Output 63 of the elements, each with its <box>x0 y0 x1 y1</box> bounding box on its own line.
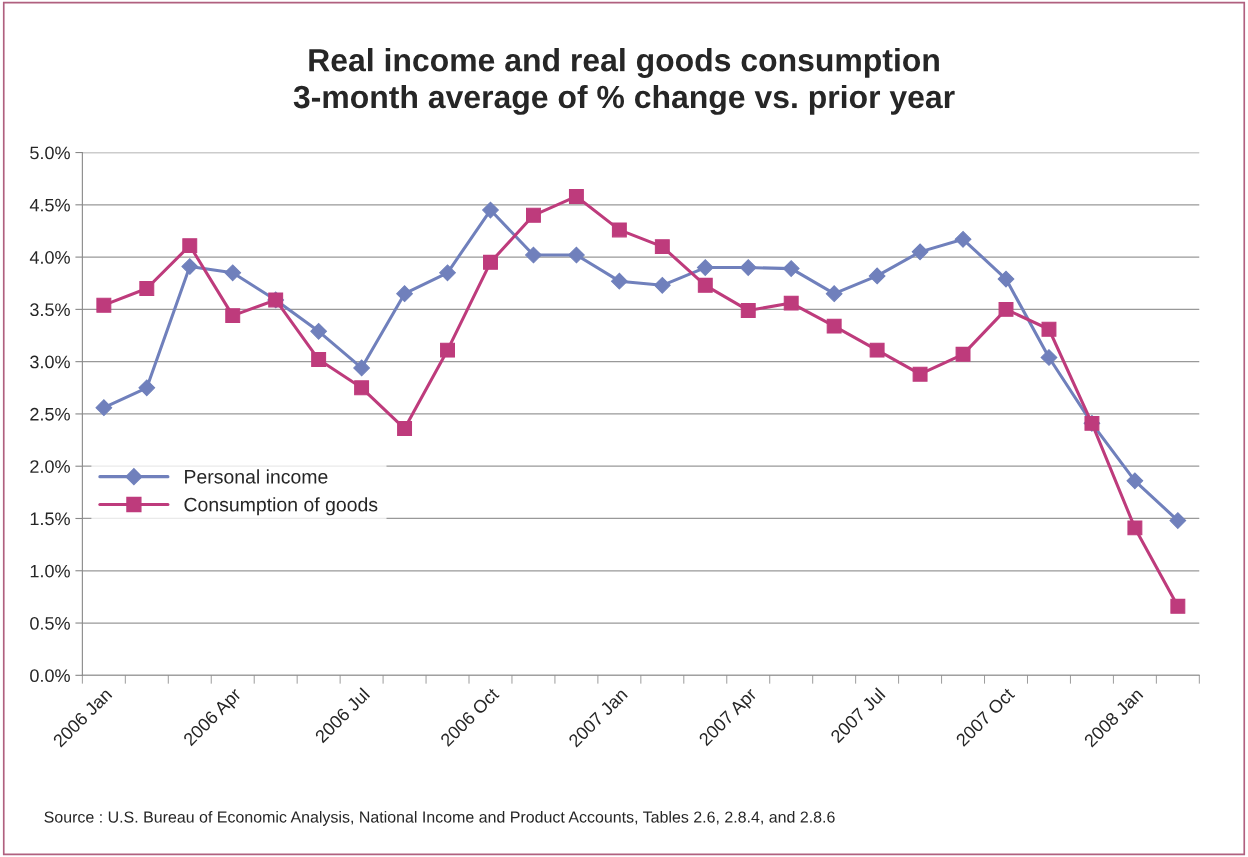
point <box>440 342 455 358</box>
point <box>139 281 155 296</box>
point <box>740 302 756 318</box>
point <box>396 285 413 303</box>
y-tick-label: 0.5% <box>30 616 70 630</box>
point <box>1127 520 1143 536</box>
point <box>611 222 627 238</box>
point <box>96 297 112 313</box>
point <box>912 366 928 382</box>
point <box>868 267 886 285</box>
point <box>181 258 199 275</box>
point <box>697 277 713 293</box>
point <box>696 259 714 276</box>
source-note: Source : U.S. Bureau of Economic Analysis, National Income and Product Accounts, Tables 2.6, 2.8.4, and 2.8.6 <box>44 810 835 826</box>
chart-title: Real income and real goods consumption 3-month average of % change vs. prior year <box>293 48 955 115</box>
point <box>568 188 584 204</box>
point <box>911 243 929 261</box>
point <box>482 201 499 219</box>
point <box>653 276 671 294</box>
point <box>224 264 242 282</box>
point <box>782 260 800 277</box>
point <box>739 259 757 276</box>
point <box>1126 472 1144 490</box>
point <box>1170 598 1186 614</box>
point <box>353 359 370 377</box>
point <box>483 254 498 270</box>
y-tick-label: 1.5% <box>30 512 70 526</box>
point <box>997 270 1015 288</box>
point <box>1040 349 1058 366</box>
point <box>955 346 971 362</box>
point <box>998 301 1014 317</box>
y-tick-label: 2.5% <box>30 407 70 421</box>
point <box>354 380 370 396</box>
point <box>826 318 842 334</box>
y-tick-label: 1.0% <box>30 564 70 578</box>
point <box>225 308 241 324</box>
y-tick-label: 4.0% <box>29 251 70 264</box>
legend-label: Personal income <box>185 469 328 484</box>
y-tick-label: 4.5% <box>29 198 70 212</box>
point <box>825 285 843 303</box>
y-tick-label: 3.5% <box>30 303 70 317</box>
point <box>397 421 413 437</box>
point <box>654 239 670 255</box>
point <box>610 272 628 290</box>
point <box>869 342 885 358</box>
point <box>1041 321 1057 337</box>
y-tick-label: 5.0% <box>30 146 70 160</box>
point <box>1169 512 1187 529</box>
point <box>525 207 541 223</box>
y-tick-label: 0.0% <box>30 669 70 683</box>
point <box>311 352 327 368</box>
point <box>783 295 799 311</box>
point <box>525 246 542 264</box>
point <box>954 230 972 248</box>
point <box>439 264 456 282</box>
legend-label: Consumption of goods <box>184 497 378 516</box>
point <box>568 246 585 264</box>
point <box>310 322 328 340</box>
y-tick-label: 3.0% <box>30 355 70 369</box>
point <box>182 238 198 254</box>
y-tick-label: 2.0% <box>30 460 70 473</box>
point <box>138 379 156 397</box>
point <box>95 399 113 417</box>
